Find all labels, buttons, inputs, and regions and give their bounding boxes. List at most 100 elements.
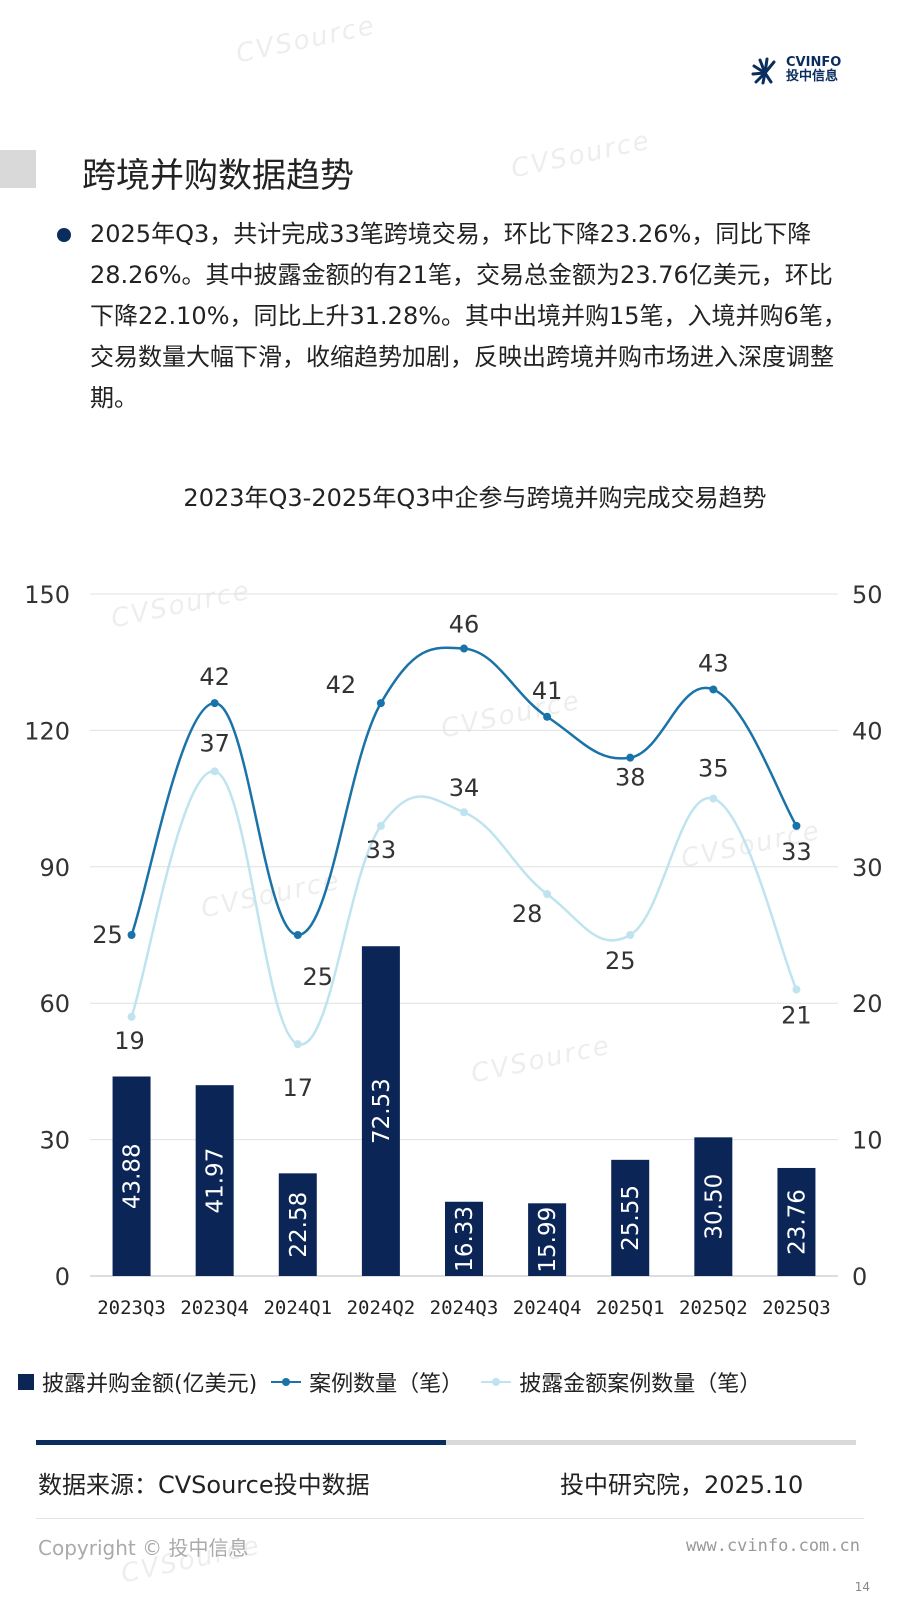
bar-data-label: 15.99: [535, 1207, 561, 1273]
bar-data-label: 23.76: [784, 1189, 810, 1255]
x-axis-tick: 2024Q2: [347, 1297, 416, 1319]
copyright: Copyright © 投中信息: [38, 1536, 249, 1560]
left-axis-tick: 120: [24, 717, 70, 745]
line-data-label: 37: [199, 729, 230, 757]
left-axis-tick: 30: [39, 1127, 70, 1155]
line-data-label: 42: [326, 671, 357, 699]
data-point: [709, 685, 718, 694]
right-axis-tick: 0: [852, 1263, 867, 1291]
section-marker: [0, 150, 36, 188]
bar: [611, 1159, 650, 1276]
chart-title: 2023年Q3-2025年Q3中企参与跨境并购完成交易趋势: [183, 484, 767, 512]
right-axis-tick: 50: [852, 581, 883, 609]
line-data-label: 25: [605, 947, 636, 975]
data-point: [543, 712, 552, 721]
bar: [445, 1201, 483, 1276]
data-point: [543, 890, 552, 899]
legend-line-swatch: [271, 1378, 302, 1386]
data-point: [626, 753, 635, 762]
line-data-label: 35: [698, 755, 729, 783]
bar-data-label: 25.55: [618, 1185, 644, 1251]
cvinfo-logo: CVINFO 投中信息: [750, 55, 841, 85]
bar: [112, 1076, 151, 1276]
data-point: [792, 985, 801, 994]
bar: [278, 1173, 317, 1276]
data-point: [460, 644, 468, 653]
left-axis-tick: 60: [39, 990, 70, 1018]
line-data-label: 25: [303, 963, 334, 991]
data-source: 数据来源：CVSource投中数据: [38, 1471, 370, 1499]
data-point: [127, 1012, 136, 1021]
bar: [694, 1137, 733, 1276]
bar: [528, 1203, 567, 1276]
left-axis-tick: 0: [55, 1263, 70, 1291]
x-axis-tick: 2025Q1: [596, 1297, 665, 1319]
line-data-label: 41: [532, 677, 563, 705]
data-point: [376, 699, 385, 708]
line-data-label: 46: [449, 611, 480, 639]
data-point: [210, 699, 219, 708]
logo-burst-icon: [751, 57, 776, 85]
divider-track: [36, 1440, 856, 1445]
data-point: [293, 1040, 302, 1049]
bar-data-label: 72.53: [369, 1078, 395, 1144]
legend-label-cases: 案例数量（笔）: [309, 1372, 464, 1397]
bar-data-label: 16.33: [452, 1206, 478, 1272]
bar-data-label: 30.50: [701, 1174, 727, 1240]
bullet-dot: [57, 228, 71, 242]
data-point: [792, 821, 801, 830]
line-data-label: 17: [283, 1074, 314, 1102]
footer-divider: [36, 1518, 864, 1519]
line-data-label: 25: [92, 921, 123, 949]
logo-text-en: CVINFO: [786, 55, 842, 70]
bar-data-label: 22.58: [286, 1192, 312, 1258]
summary-paragraph: 2025年Q3，共计完成33笔跨境交易，环比下降23.26%，同比下降28.26…: [90, 220, 847, 412]
line-data-label: 21: [781, 1002, 812, 1030]
bar: [777, 1167, 816, 1276]
x-axis-tick: 2024Q4: [513, 1297, 582, 1319]
legend-label-amount: 披露并购金额(亿美元): [42, 1372, 258, 1397]
line-data-label: 43: [698, 649, 729, 677]
chart-legend: 披露并购金额(亿美元) 案例数量（笔） 披露金额案例数量（笔）: [18, 1366, 761, 1398]
data-point: [709, 794, 718, 803]
line-data-label: 19: [114, 1027, 145, 1055]
x-axis-tick: 2024Q3: [430, 1297, 499, 1319]
left-axis-tick: 150: [24, 581, 70, 609]
logo-text-cn: 投中信息: [786, 69, 839, 84]
legend-label-disclosed-cases: 披露金额案例数量（笔）: [519, 1372, 762, 1397]
line-data-label: 34: [449, 774, 480, 802]
data-point: [376, 821, 385, 830]
legend-bar-swatch: [18, 1374, 34, 1390]
bar: [361, 946, 400, 1276]
x-axis-tick: 2025Q2: [679, 1297, 748, 1319]
line-data-label: 28: [512, 900, 543, 928]
series-line: [130, 770, 798, 1046]
line-data-label: 42: [199, 663, 230, 691]
line-data-label: 33: [366, 836, 397, 864]
bar-data-label: 43.88: [120, 1143, 146, 1209]
right-axis-tick: 20: [852, 990, 883, 1018]
divider-fill: [36, 1440, 446, 1445]
x-axis-tick: 2025Q3: [762, 1297, 831, 1319]
data-point: [293, 931, 302, 939]
right-axis-tick: 30: [852, 854, 883, 882]
bar-data-label: 41.97: [203, 1148, 229, 1214]
series-line: [130, 646, 798, 937]
x-axis-tick: 2023Q3: [97, 1297, 166, 1319]
institute-date: 投中研究院，2025.10: [560, 1471, 804, 1499]
x-axis-tick: 2024Q1: [263, 1297, 332, 1319]
x-axis-tick: 2023Q4: [180, 1297, 249, 1319]
line-data-label: 33: [781, 838, 812, 866]
right-axis-tick: 10: [852, 1127, 883, 1155]
line-data-label: 38: [615, 764, 646, 792]
bar: [195, 1085, 234, 1276]
section-title: 跨境并购数据趋势: [82, 156, 354, 196]
data-point: [460, 808, 468, 817]
website-url: www.cvinfo.com.cn: [686, 1536, 860, 1556]
left-axis-tick: 90: [39, 854, 70, 882]
data-point: [210, 767, 219, 776]
legend-line-swatch: [481, 1378, 512, 1386]
right-axis-tick: 40: [852, 717, 883, 745]
data-point: [626, 931, 635, 939]
